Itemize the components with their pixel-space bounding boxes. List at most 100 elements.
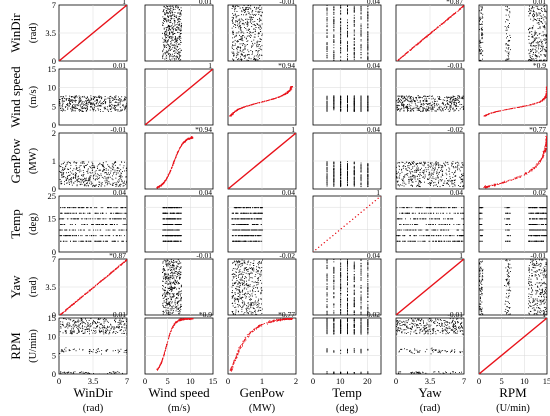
point <box>333 29 335 30</box>
point <box>450 96 452 98</box>
point <box>233 55 235 57</box>
point <box>353 161 355 163</box>
point <box>164 35 166 37</box>
point <box>243 32 245 34</box>
point <box>124 170 125 172</box>
point <box>174 60 176 61</box>
point <box>479 16 481 18</box>
point <box>86 183 87 184</box>
point <box>428 98 430 99</box>
point <box>442 110 444 112</box>
point <box>124 98 126 100</box>
point <box>112 182 114 184</box>
point <box>462 95 464 97</box>
point <box>244 48 246 50</box>
point <box>333 23 335 24</box>
point <box>62 98 63 99</box>
point <box>438 98 440 99</box>
point <box>333 23 335 25</box>
point <box>326 110 328 112</box>
point <box>126 105 127 107</box>
point <box>450 100 452 102</box>
point <box>353 60 355 61</box>
point <box>416 109 418 111</box>
panel-wind-speed-vs-rpm: *0.9 <box>478 61 548 126</box>
point <box>256 59 258 61</box>
point <box>170 35 172 37</box>
point <box>99 97 101 99</box>
point <box>116 170 118 171</box>
point <box>165 44 167 46</box>
point <box>87 98 89 100</box>
point <box>120 172 122 174</box>
point <box>118 179 120 181</box>
point <box>71 100 73 102</box>
point <box>406 52 407 54</box>
point <box>100 105 102 107</box>
point <box>238 26 240 27</box>
point <box>340 103 342 105</box>
point <box>177 39 178 41</box>
point <box>453 100 455 102</box>
point <box>180 147 181 148</box>
point <box>340 21 342 23</box>
point <box>347 101 348 103</box>
point <box>407 51 409 52</box>
point <box>62 109 64 111</box>
point <box>406 51 408 53</box>
point <box>93 103 95 105</box>
point <box>414 102 416 104</box>
point <box>461 7 463 9</box>
point <box>114 99 115 100</box>
point <box>175 5 177 7</box>
point <box>66 180 67 181</box>
point <box>259 38 261 40</box>
point <box>353 106 355 108</box>
point <box>93 97 95 99</box>
point <box>115 185 117 187</box>
point <box>246 7 247 9</box>
point <box>538 41 540 43</box>
point <box>546 60 547 61</box>
point <box>86 171 88 172</box>
point <box>126 106 127 108</box>
point <box>169 50 171 51</box>
point <box>541 41 543 43</box>
point <box>96 96 98 98</box>
point <box>530 49 532 51</box>
point <box>168 50 169 52</box>
point <box>480 59 482 61</box>
point <box>347 21 348 23</box>
point <box>333 12 335 13</box>
point <box>125 106 127 108</box>
point <box>261 54 263 56</box>
point <box>237 54 239 56</box>
point <box>260 54 262 56</box>
point <box>168 8 170 10</box>
point <box>179 37 180 39</box>
point <box>537 34 538 36</box>
point <box>449 99 451 101</box>
point <box>398 97 400 99</box>
point <box>170 29 172 31</box>
point <box>537 102 538 104</box>
point <box>179 147 181 148</box>
point <box>175 43 177 45</box>
point <box>353 103 355 105</box>
point <box>347 42 348 43</box>
point <box>538 22 539 24</box>
point <box>367 20 369 22</box>
point <box>480 52 482 54</box>
point <box>232 20 233 22</box>
point <box>462 5 464 7</box>
point <box>231 48 233 49</box>
point <box>333 41 335 43</box>
point <box>182 143 183 145</box>
point <box>109 176 111 178</box>
point <box>440 24 442 25</box>
point <box>78 181 80 182</box>
point <box>179 12 181 13</box>
point <box>402 104 404 106</box>
point <box>111 163 113 165</box>
point <box>353 47 355 49</box>
